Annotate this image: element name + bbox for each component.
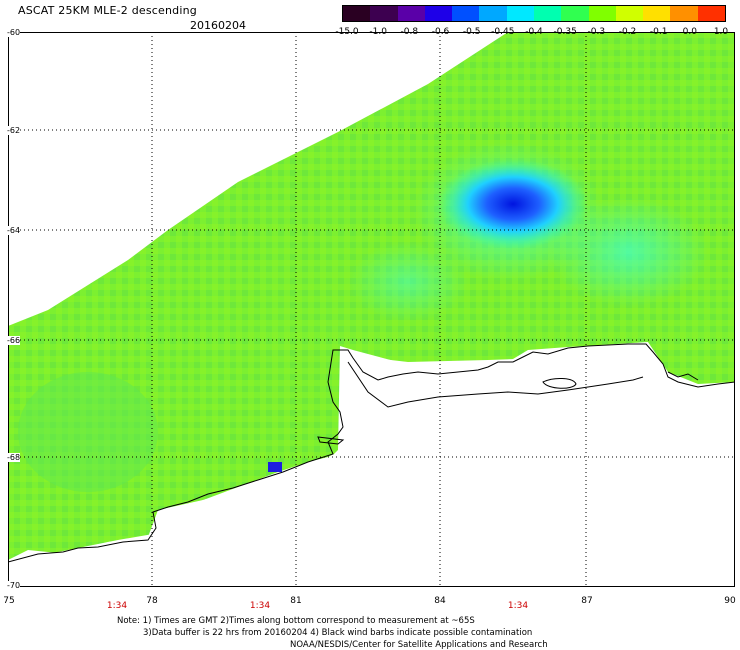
footnote-line-1: Note: 1) Times are GMT 2)Times along bot… bbox=[117, 616, 475, 626]
color-scale-swatch bbox=[643, 6, 671, 21]
color-scale-swatch bbox=[697, 6, 725, 21]
lat-lon-grid bbox=[8, 32, 735, 587]
ice-shelf-outline bbox=[347, 361, 644, 408]
color-scale-bar bbox=[342, 5, 726, 22]
antarctica-land bbox=[8, 342, 735, 587]
lon-label: 84 bbox=[434, 596, 446, 606]
footnote-line-2: 3)Data buffer is 22 hrs from 20160204 4)… bbox=[143, 628, 533, 638]
color-scale-label: -0.35 bbox=[553, 27, 577, 37]
color-scale-swatch bbox=[397, 6, 425, 21]
map-date: 20160204 bbox=[190, 19, 246, 32]
color-scale-label: -0.8 bbox=[400, 27, 419, 37]
color-scale-label: -0.45 bbox=[491, 27, 515, 37]
color-scale-swatch bbox=[561, 6, 589, 21]
color-scale-swatch bbox=[506, 6, 534, 21]
lat-label: -70 bbox=[7, 581, 21, 590]
lat-label: -68 bbox=[7, 453, 21, 462]
coastal-pixel bbox=[268, 462, 282, 472]
island-outline bbox=[542, 378, 577, 389]
color-scale-swatch bbox=[452, 6, 480, 21]
lon-label: 81 bbox=[290, 596, 302, 606]
color-scale-label: -0.6 bbox=[431, 27, 450, 37]
time-label: 1:34 bbox=[106, 601, 128, 611]
color-scale-label: -0.5 bbox=[462, 27, 481, 37]
color-scale-swatch bbox=[424, 6, 453, 21]
color-scale-label: -15.0 bbox=[335, 27, 359, 37]
footnote-credit: NOAA/NESDIS/Center for Satellite Applica… bbox=[290, 640, 548, 650]
color-scale-swatch bbox=[370, 6, 398, 21]
map-title: ASCAT 25KM MLE-2 descending bbox=[18, 4, 197, 17]
lat-label: -64 bbox=[7, 226, 21, 235]
color-scale-label: 1.0 bbox=[713, 27, 729, 37]
color-scale-swatch bbox=[533, 6, 562, 21]
time-label: 1:34 bbox=[507, 601, 529, 611]
time-label: 1:34 bbox=[249, 601, 271, 611]
color-scale-label: -1.0 bbox=[369, 27, 387, 37]
coast-detail bbox=[667, 371, 699, 381]
coast-detail bbox=[317, 436, 345, 445]
color-scale-swatch bbox=[343, 6, 371, 21]
lat-label: -66 bbox=[7, 336, 21, 345]
lon-label: 90 bbox=[724, 596, 736, 606]
color-scale-label: -0.2 bbox=[618, 27, 637, 37]
color-scale-swatch bbox=[479, 6, 507, 21]
color-scale-label: -0.1 bbox=[649, 27, 668, 37]
lon-label: 87 bbox=[581, 596, 593, 606]
color-scale-label: 0.0 bbox=[682, 27, 697, 37]
color-scale-label: -0.4 bbox=[525, 27, 543, 37]
coastline bbox=[8, 343, 735, 563]
lat-label: -60 bbox=[7, 28, 21, 37]
lon-label: 75 bbox=[3, 596, 15, 606]
ascat-map bbox=[8, 32, 735, 587]
color-scale-swatch bbox=[670, 6, 698, 21]
lat-label: -62 bbox=[7, 126, 21, 135]
color-scale-swatch bbox=[615, 6, 644, 21]
color-scale-swatch bbox=[588, 6, 616, 21]
color-scale-label: -0.3 bbox=[587, 27, 606, 37]
lon-label: 78 bbox=[146, 596, 158, 606]
